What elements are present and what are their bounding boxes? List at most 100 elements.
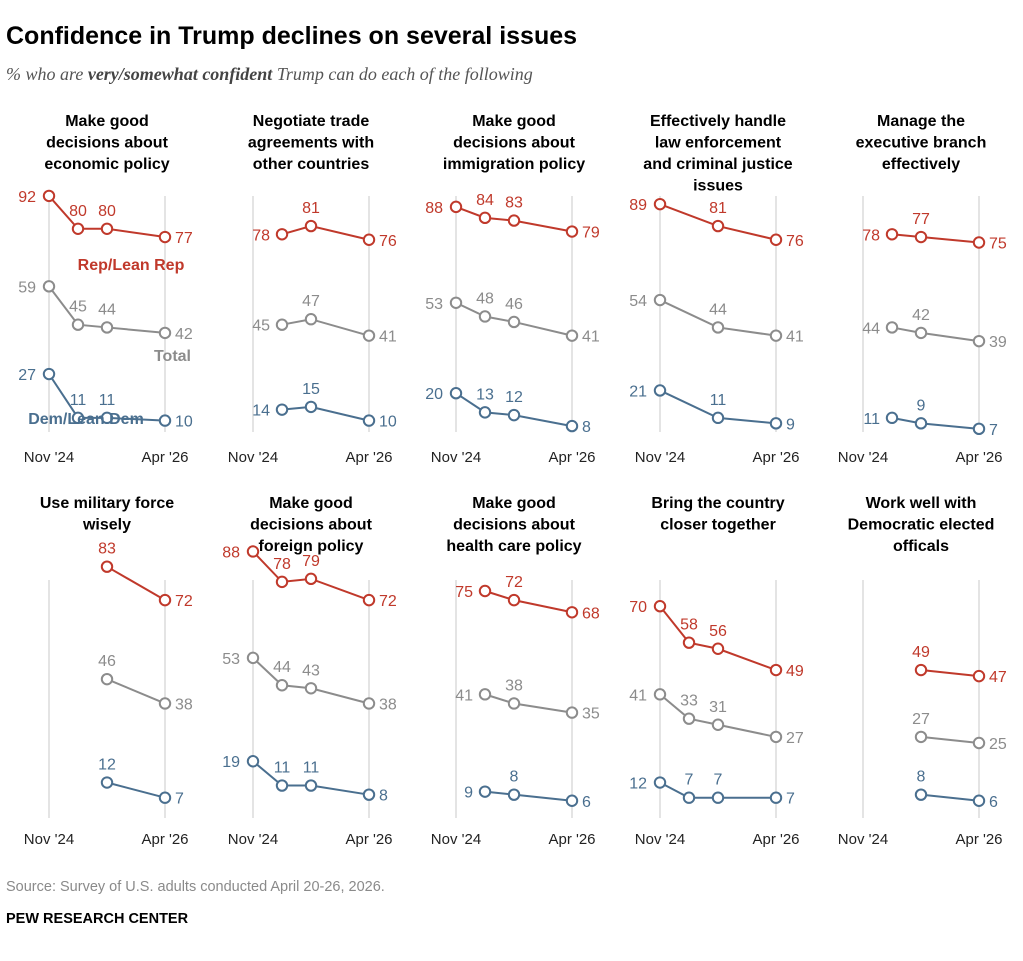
rep-series-line: [484, 590, 573, 614]
dem-series-line: [891, 416, 980, 430]
total-point: [275, 318, 289, 331]
total-value-label: 39: [989, 334, 1007, 351]
subtitle-emphasis: very/somewhat confident: [87, 64, 273, 84]
total-value-label: 44: [98, 301, 116, 318]
total-point: [100, 321, 114, 334]
dem-point: [71, 411, 85, 425]
total-value-label: 41: [629, 687, 647, 704]
panel-title: and criminal justice: [643, 156, 792, 173]
total-value-label: 41: [455, 687, 473, 704]
dem-value-label: 8: [582, 419, 591, 436]
dem-value-label: 8: [510, 769, 519, 786]
dem-series-line: [659, 781, 776, 799]
dem-point: [100, 411, 114, 425]
rep-value-label: 56: [709, 623, 727, 640]
total-value-label: 31: [709, 699, 727, 716]
total-point: [565, 706, 579, 719]
dem-series-line: [484, 790, 573, 802]
x-tick-label: Nov '24: [635, 831, 685, 848]
x-tick-label: Apr '26: [548, 449, 595, 466]
dem-value-label: 20: [425, 386, 443, 403]
dem-value-label: 19: [222, 754, 240, 771]
panel-title: Democratic elected: [848, 517, 995, 534]
x-tick-label: Apr '26: [955, 449, 1002, 466]
dem-value-label: 11: [710, 392, 727, 409]
x-tick-label: Nov '24: [838, 831, 888, 848]
rep-series-line: [920, 669, 980, 678]
total-value-label: 44: [709, 301, 727, 318]
dem-series-line: [106, 781, 166, 799]
total-point: [478, 688, 492, 701]
rep-series-label: Rep/Lean Rep: [78, 257, 185, 274]
panel-title: wisely: [82, 517, 131, 534]
rep-series-line: [281, 225, 370, 241]
rep-value-label: 84: [476, 192, 494, 209]
dem-point: [769, 791, 783, 804]
rep-point: [304, 572, 318, 586]
x-tick-label: Apr '26: [548, 831, 595, 848]
rep-value-label: 88: [222, 544, 240, 561]
dem-point: [478, 406, 492, 419]
panel-title: decisions about: [453, 517, 575, 534]
total-value-label: 42: [175, 326, 193, 343]
rep-series-line: [252, 550, 370, 602]
x-tick-label: Nov '24: [431, 449, 481, 466]
dem-series-line: [281, 405, 370, 422]
dem-series-label: Dem/Lean Dem: [28, 411, 144, 428]
total-point: [449, 296, 463, 309]
dem-point: [711, 791, 725, 804]
rep-value-label: 78: [273, 556, 291, 573]
rep-value-label: 88: [425, 200, 443, 217]
total-point: [42, 280, 56, 293]
total-value-label: 46: [505, 296, 523, 313]
rep-value-label: 76: [379, 233, 397, 250]
x-tick-label: Apr '26: [345, 449, 392, 466]
rep-value-label: 92: [18, 189, 36, 206]
total-value-label: 25: [989, 736, 1007, 753]
panel-title: Use military force: [40, 495, 174, 512]
dem-value-label: 21: [629, 383, 647, 400]
total-point: [362, 329, 376, 342]
panel-title: Manage the: [877, 113, 965, 130]
total-point: [304, 682, 318, 695]
dem-point: [507, 788, 521, 801]
total-point: [711, 718, 725, 731]
dem-value-label: 10: [175, 414, 193, 431]
rep-point: [42, 189, 56, 203]
rep-series-line: [106, 565, 166, 601]
dem-point: [653, 776, 667, 789]
panel-title: closer together: [660, 517, 776, 534]
total-value-label: 45: [69, 299, 87, 316]
total-point: [304, 313, 318, 326]
x-tick-label: Apr '26: [141, 449, 188, 466]
panel-title: Make good: [269, 495, 353, 512]
total-series-line: [455, 301, 573, 337]
rep-value-label: 80: [69, 203, 87, 220]
dem-point: [304, 779, 318, 792]
x-tick-label: Apr '26: [955, 831, 1002, 848]
rep-series-line: [659, 605, 777, 671]
dem-point: [769, 417, 783, 430]
total-point: [885, 321, 899, 334]
total-point: [565, 329, 579, 342]
panel-title: Make good: [65, 113, 149, 130]
panel-title: Make good: [472, 113, 556, 130]
rep-point: [275, 228, 289, 241]
dem-point: [565, 419, 579, 433]
rep-point: [362, 593, 376, 607]
x-tick-label: Apr '26: [141, 831, 188, 848]
dem-value-label: 9: [464, 785, 473, 802]
total-point: [769, 329, 783, 342]
dem-point: [507, 408, 521, 422]
rep-value-label: 76: [786, 233, 804, 250]
x-tick-label: Nov '24: [228, 831, 278, 848]
total-value-label: 38: [505, 677, 523, 694]
rep-point: [100, 222, 114, 236]
rep-point: [507, 593, 521, 607]
rep-point: [711, 219, 725, 233]
total-point: [769, 730, 783, 744]
rep-point: [71, 222, 85, 236]
panel-title: Bring the country: [651, 495, 784, 512]
dem-point: [449, 387, 463, 400]
x-tick-label: Apr '26: [345, 831, 392, 848]
